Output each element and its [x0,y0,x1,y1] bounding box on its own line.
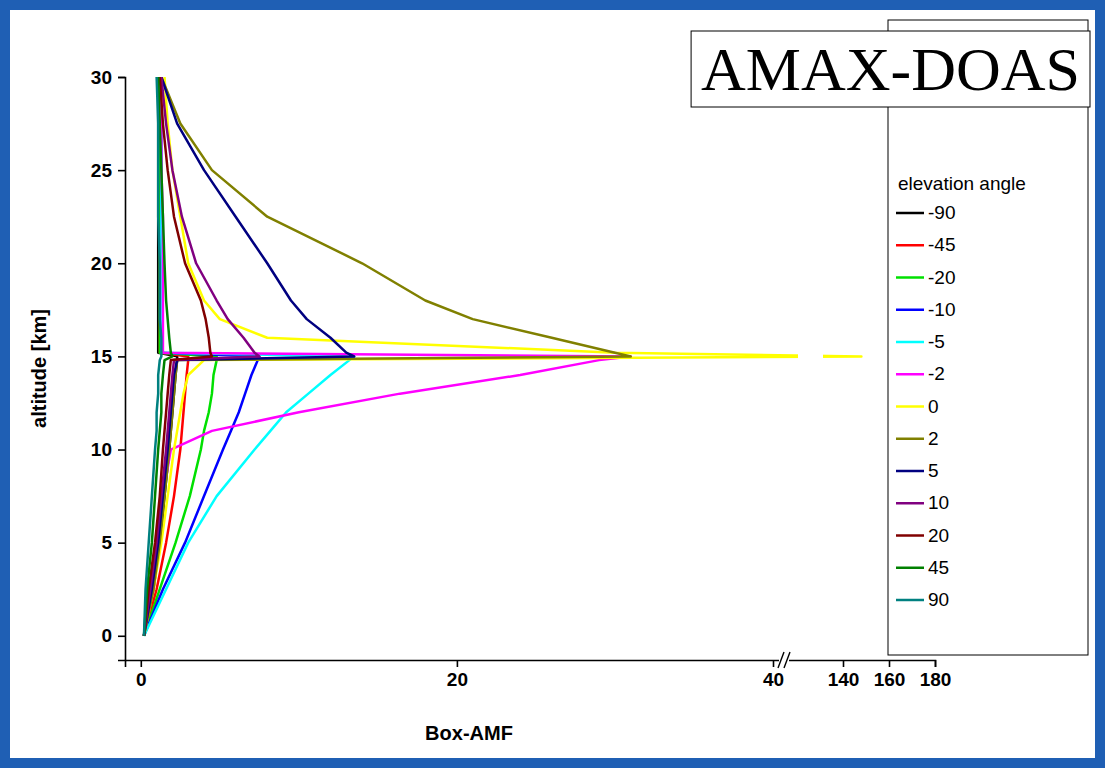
x-tick-mark [889,660,891,667]
legend-swatch [896,341,924,344]
series-line [144,77,631,636]
axis-break-mark [778,652,784,668]
y-axis: 0 5 10 15 20 25 30 [91,67,126,661]
x-axis-title: Box-AMF [425,722,513,744]
legend-swatch [896,502,924,505]
y-tick-label: 15 [91,346,113,367]
legend-swatch [896,470,924,473]
legend-label: 2 [928,428,939,449]
title-box [691,31,1090,107]
legend-label: 90 [928,589,949,610]
series-line [144,77,631,636]
series-line [144,77,259,636]
chart-root: 02040140160180051015202530Box-AMFaltitud… [0,0,1105,768]
series-line [144,77,212,636]
y-tick-label: 20 [91,253,112,274]
legend-label: 0 [928,396,939,417]
legend-swatch [896,405,924,408]
y-tick-mark [118,77,125,79]
legend-title: elevation angle [898,173,1026,194]
y-tick: 30 [91,67,125,88]
y-tick-mark [118,263,125,265]
y-tick-mark [118,170,125,172]
page-panel [10,10,1095,758]
x-tick-label: 20 [447,669,468,690]
legend-label: -20 [928,267,955,288]
x-axis: 0 20 40 140 160 180 [126,660,952,690]
y-tick-mark [118,449,125,451]
x-tick-label: 0 [136,669,147,690]
y-tick: 20 [91,253,125,274]
y-tick-label: 25 [91,160,113,181]
series-line [144,77,354,636]
y-tick: 25 [91,160,125,181]
legend-swatch [896,212,924,215]
page-frame [0,0,1105,768]
legend-label: -90 [928,202,955,223]
legend-swatch [896,534,924,537]
series-line [144,77,259,636]
x-tick-mark [843,660,845,667]
chart-svg: 02040140160180051015202530Box-AMFaltitud… [0,0,1105,768]
x-tick: 140 [828,660,860,690]
x-tick-mark [773,660,775,667]
legend-label: -2 [928,363,945,384]
legend-label: -5 [928,331,945,352]
axis-break-mark [784,652,790,668]
x-tick-label: 140 [828,669,860,690]
x-tick: 160 [874,660,906,690]
plot-area [144,77,861,636]
x-tick-label: 180 [920,669,952,690]
legend-swatch [896,567,924,570]
x-tick-mark [457,660,459,667]
y-tick-label: 10 [91,439,112,460]
legend-label: -10 [928,299,955,320]
legend: elevation angle-90-45-20-10-5-2025102045… [888,20,1088,655]
legend-box [888,20,1088,655]
x-tick: 0 [136,660,147,690]
legend-label: 20 [928,525,949,546]
series-line [144,77,354,636]
x-tick-mark [935,660,937,667]
y-tick-mark [118,542,125,544]
legend-swatch [896,309,924,312]
y-tick-mark [118,356,125,358]
x-tick-label: 160 [874,669,906,690]
y-tick: 0 [101,625,125,646]
y-tick-label: 30 [91,67,112,88]
legend-swatch [896,438,924,441]
legend-label: -45 [928,234,955,255]
axis-break [778,652,790,668]
y-tick: 10 [91,439,125,460]
series-line [144,77,161,636]
y-tick-mark [118,635,125,637]
title-group: AMAX-DOAS [691,31,1090,107]
y-tick-label: 5 [101,532,112,553]
y-tick-label: 0 [101,625,112,646]
series-line [144,77,861,636]
x-tick: 20 [447,660,468,690]
legend-swatch [896,373,924,376]
legend-swatch [896,244,924,247]
x-tick: 180 [920,660,952,690]
legend-swatch [896,276,924,279]
series-line [144,77,172,636]
y-tick: 5 [101,532,125,553]
x-axis-line [126,661,936,668]
x-tick: 40 [763,660,784,690]
y-axis-line [118,78,126,661]
chart-title: AMAX-DOAS [701,35,1080,103]
y-axis-title: altitude [km] [28,309,50,428]
x-tick-label: 40 [763,669,784,690]
legend-label: 5 [928,460,939,481]
legend-label: 45 [928,557,949,578]
legend-label: 10 [928,492,949,513]
x-tick-mark [141,660,143,667]
legend-swatch [896,599,924,602]
y-tick: 15 [91,346,125,367]
